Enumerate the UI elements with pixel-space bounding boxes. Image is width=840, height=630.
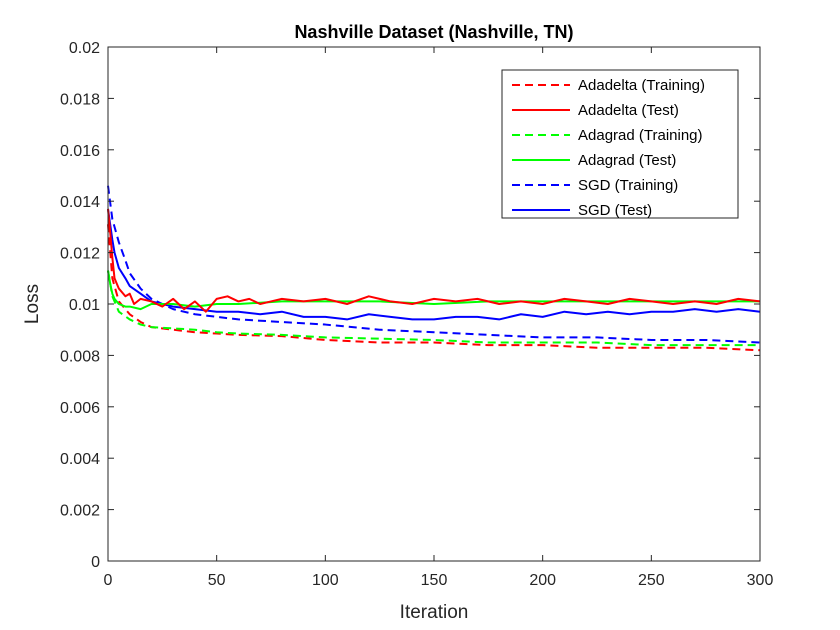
series-line-5 (107, 208, 761, 321)
y-tick-label: 0.002 (60, 503, 100, 520)
y-tick-label: 0.01 (69, 297, 100, 314)
x-tick-label: 150 (421, 572, 448, 589)
series-layer (107, 185, 761, 352)
series-line-2 (107, 270, 760, 347)
chart-title: Nashville Dataset (Nashville, TN) (294, 22, 573, 42)
y-tick-label: 0.008 (60, 348, 100, 365)
y-tick-label: 0.02 (69, 40, 100, 57)
x-tick-label: 200 (529, 572, 556, 589)
x-tick-label: 100 (312, 572, 339, 589)
y-tick-label: 0.012 (60, 246, 100, 263)
x-tick-label: 250 (638, 572, 665, 589)
y-tick-label: 0.016 (60, 143, 100, 160)
y-tick-label: 0.006 (60, 400, 100, 417)
series-line-1 (107, 208, 761, 313)
legend-label: Adadelta (Training) (578, 77, 705, 94)
series-line-0 (107, 224, 761, 352)
x-tick-label: 50 (208, 572, 226, 589)
x-tick-label: 0 (104, 572, 113, 589)
series-line-3 (107, 270, 760, 311)
y-tick-label: 0.018 (60, 91, 100, 108)
legend-label: Adagrad (Test) (578, 152, 676, 169)
legend-label: Adagrad (Training) (578, 127, 703, 144)
x-tick-label: 300 (747, 572, 774, 589)
series-line-4 (107, 185, 761, 344)
legend: Adadelta (Training) Adadelta (Test) Adagra… (501, 69, 739, 219)
x-axis-label: Iteration (400, 602, 469, 623)
legend-label: SGD (Test) (578, 202, 652, 219)
legend-label: Adadelta (Test) (578, 102, 679, 119)
legend-label: SGD (Training) (578, 177, 678, 194)
y-axis-label: Loss (22, 284, 43, 324)
y-tick-label: 0.014 (60, 194, 100, 211)
y-tick-label: 0 (91, 554, 100, 571)
legend-box (501, 69, 739, 219)
y-tick-label: 0.004 (60, 451, 100, 468)
ticks-layer: 0 50 100 150 200 250 300 0 0.002 0.004 0.006 0.008 0… (60, 40, 773, 589)
